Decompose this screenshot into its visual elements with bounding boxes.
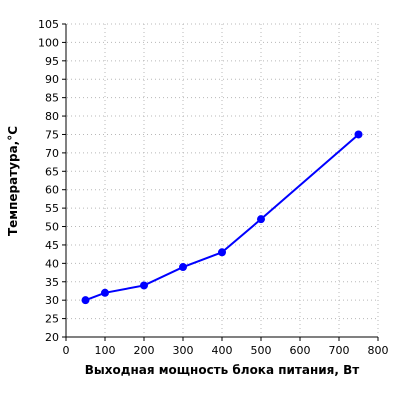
x-tick-label: 100 (95, 344, 116, 357)
x-tick-label: 300 (173, 344, 194, 357)
x-axis-title: Выходная мощность блока питания, Вт (85, 363, 360, 377)
y-tick-label: 55 (45, 202, 59, 215)
data-point (81, 296, 90, 305)
x-tick-label: 200 (134, 344, 155, 357)
y-tick-label: 70 (45, 147, 59, 160)
y-tick-label: 75 (45, 128, 59, 141)
y-tick-label: 65 (45, 165, 59, 178)
x-tick-label: 400 (212, 344, 233, 357)
y-tick-label: 20 (45, 331, 59, 344)
y-tick-label: 60 (45, 184, 59, 197)
x-tick-label: 500 (251, 344, 272, 357)
y-tick-label: 25 (45, 313, 59, 326)
y-tick-label: 80 (45, 110, 59, 123)
x-tick-label: 600 (290, 344, 311, 357)
data-point (218, 248, 226, 257)
y-tick-label: 40 (45, 257, 59, 270)
x-tick-label: 800 (368, 344, 389, 357)
x-tick-label: 0 (63, 344, 70, 357)
grid (67, 23, 379, 336)
y-tick-label: 105 (38, 18, 59, 31)
x-axis-ticks: 0 100 200 300 400 500 600 700 800 (63, 337, 389, 357)
series-line (85, 133, 360, 302)
y-tick-label: 50 (45, 221, 59, 234)
y-axis-ticks: 20 25 30 35 40 45 50 55 60 65 70 75 80 85 90 95 100 105 (38, 18, 66, 344)
y-tick-label: 90 (45, 73, 59, 86)
y-tick-label: 35 (45, 276, 59, 289)
y-tick-label: 45 (45, 239, 59, 252)
y-axis-title: Температура,°С (6, 126, 20, 236)
data-point (140, 281, 148, 290)
data-point (257, 215, 265, 224)
y-tick-label: 30 (45, 294, 59, 307)
y-tick-label: 100 (38, 36, 59, 49)
data-point (179, 263, 187, 272)
data-point (101, 288, 109, 297)
y-tick-label: 85 (45, 92, 59, 105)
y-tick-label: 95 (45, 55, 59, 68)
data-point (354, 130, 363, 139)
series (81, 130, 363, 305)
x-tick-label: 700 (329, 344, 350, 357)
